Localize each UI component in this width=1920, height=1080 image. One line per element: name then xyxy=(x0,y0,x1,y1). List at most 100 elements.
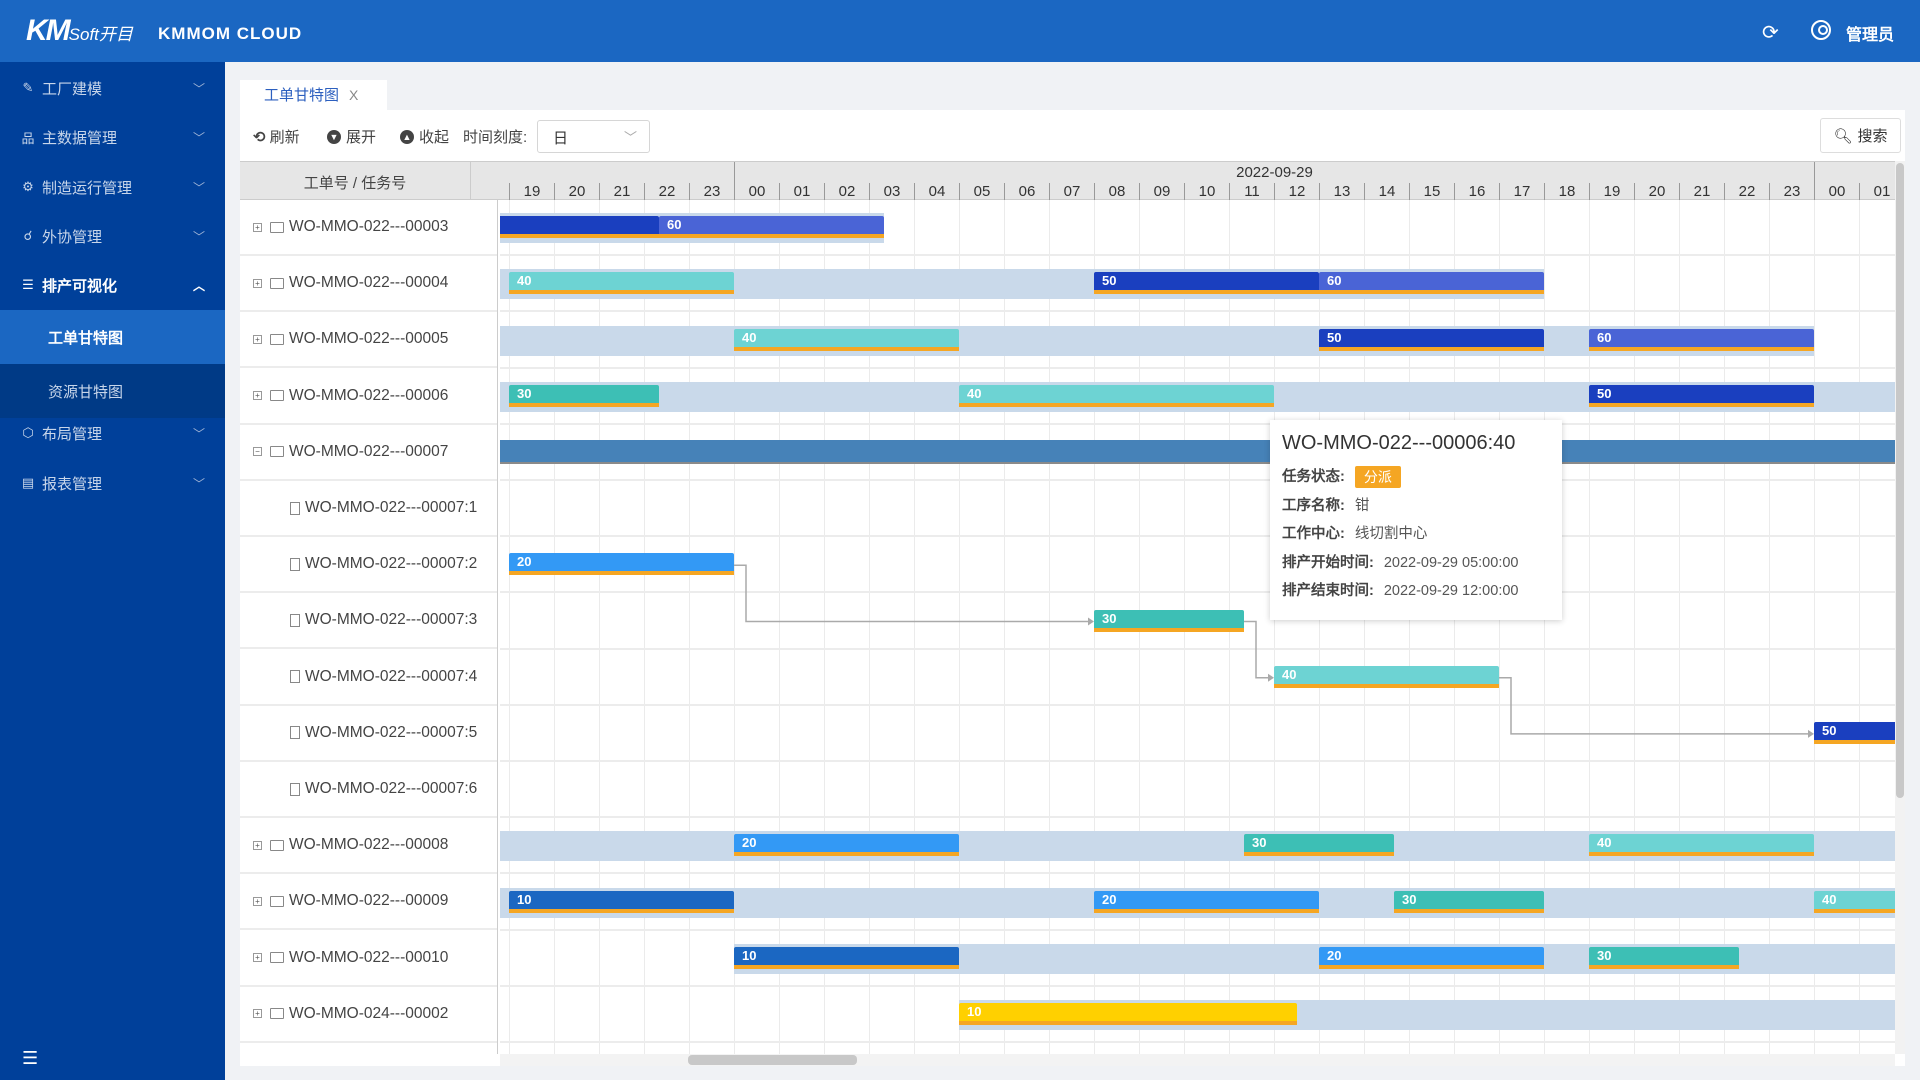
task-bar[interactable]: 10 xyxy=(959,1002,1297,1025)
dependency-link xyxy=(1499,676,1812,735)
task-bar[interactable]: 40 xyxy=(959,384,1274,407)
sidebar-item-layout[interactable]: ⬡ 布局管理 ﹀ xyxy=(0,408,225,458)
table-row[interactable]: + WO-MMO-022---00006 xyxy=(240,369,497,425)
expand-toggle-icon[interactable]: + xyxy=(253,391,262,401)
task-bar[interactable]: 40 xyxy=(1274,665,1499,688)
task-list: + WO-MMO-022---00003 + WO-MMO-022---00004 + W… xyxy=(240,200,498,1054)
task-bar[interactable]: 40 xyxy=(734,328,959,351)
expand-toggle-icon[interactable]: + xyxy=(253,1009,262,1019)
top-bar: KMSoft开目 KMMOM CLOUD ⟳ 管理员 xyxy=(0,0,1920,62)
task-bar[interactable]: 50 xyxy=(1319,328,1544,351)
task-bar[interactable]: 40 xyxy=(1589,834,1814,857)
sidebar-item-outsourcing[interactable]: ☌ 外协管理 ﹀ xyxy=(0,211,225,261)
collapse-toggle-icon[interactable]: − xyxy=(253,447,262,457)
user-name[interactable]: 管理员 xyxy=(1846,27,1895,44)
search-button[interactable]: 🔍︎ 搜索 xyxy=(1820,118,1901,153)
table-row[interactable]: − WO-MMO-022---00007 xyxy=(240,425,497,481)
task-bar[interactable]: 50 xyxy=(1814,721,1895,744)
table-row[interactable]: WO-MMO-022---00007:3 xyxy=(240,593,497,650)
column-header-label: 工单号 / 任务号 xyxy=(303,175,407,192)
search-label: 搜索 xyxy=(1857,128,1888,145)
horizontal-scroll-thumb[interactable] xyxy=(688,1055,857,1065)
table-row[interactable]: WO-MMO-022---00007:6 xyxy=(240,762,497,818)
task-bar[interactable]: 50 xyxy=(1589,384,1814,407)
date-label: 2022-09-29 xyxy=(734,162,1814,183)
table-row[interactable]: WO-MMO-022---00007:1 xyxy=(240,481,497,537)
refresh-icon[interactable]: ⟳ xyxy=(1762,22,1779,44)
user-circle-icon[interactable] xyxy=(1811,20,1831,40)
hour-tick: 01 xyxy=(1859,183,1895,200)
task-bar[interactable]: 40 xyxy=(1814,890,1895,913)
expand-toggle-icon[interactable]: + xyxy=(253,840,262,850)
sidebar-item-master-data[interactable]: 品主数据管理 ﹀ xyxy=(0,112,225,162)
sidebar-item-scheduling-visualization[interactable]: ☰ 排产可视化 ︿ xyxy=(0,260,225,310)
table-row[interactable]: + WO-MMO-022---00010 xyxy=(240,931,497,987)
vertical-scroll-thumb[interactable] xyxy=(1896,163,1904,798)
time-scale-select[interactable]: 日 ﹀ xyxy=(537,120,650,153)
table-row[interactable]: + WO-MMO-022---00003 xyxy=(240,200,497,256)
sidebar-item-label: 主数据管理 xyxy=(42,129,118,147)
status-badge: 分派 xyxy=(1354,466,1401,489)
arrow-head-icon xyxy=(1088,617,1094,626)
expand-toggle-icon[interactable]: + xyxy=(253,334,262,344)
expand-toggle-icon[interactable]: + xyxy=(253,953,262,963)
chevron-up-icon: ︿ xyxy=(192,278,205,293)
hour-tick: 12 xyxy=(1274,183,1319,200)
grid-line xyxy=(1589,200,1590,1054)
gantt-chart: 19 20 21 22 23 00 01 02 03 04 05 06 07 08 09 10 11 12 13 14… xyxy=(500,161,1895,1054)
task-bar[interactable]: 60 xyxy=(1319,272,1544,295)
column-divider[interactable] xyxy=(470,162,471,200)
org-chart-icon: 品 xyxy=(21,130,35,146)
table-row[interactable]: WO-MMO-022---00007:4 xyxy=(240,650,497,706)
task-bar[interactable]: 20 xyxy=(734,834,959,857)
expand-toggle-icon[interactable]: + xyxy=(253,222,262,232)
tab-work-order-gantt[interactable]: 工单甘特图 X xyxy=(240,80,387,110)
chevron-down-icon: ﹀ xyxy=(623,130,637,145)
order-summary-bar[interactable] xyxy=(500,439,1895,464)
grid-line xyxy=(869,200,870,1054)
task-bar[interactable]: 30 xyxy=(509,384,659,407)
task-bar[interactable]: 10 xyxy=(509,890,734,913)
task-bar[interactable]: 20 xyxy=(1094,890,1319,913)
collapse-button[interactable]: ▲ 收起 xyxy=(400,126,449,147)
list-icon: ☰ xyxy=(22,277,34,292)
task-bar[interactable]: 20 xyxy=(1319,946,1544,969)
start-time-value: 2022-09-29 05:00:00 xyxy=(1383,554,1519,571)
refresh-button[interactable]: ⟲ 刷新 xyxy=(253,126,300,147)
expand-toggle-icon[interactable]: + xyxy=(253,896,262,906)
sidebar-item-manufacturing[interactable]: ⚙ 制造运行管理 ﹀ xyxy=(0,162,225,212)
task-bar[interactable]: 50 xyxy=(1094,272,1319,295)
table-row[interactable]: WO-MMO-022---00007:2 xyxy=(240,537,497,594)
task-bar[interactable]: 20 xyxy=(509,553,734,576)
expand-toggle-icon[interactable]: + xyxy=(253,278,262,288)
task-bar[interactable]: 40 xyxy=(509,272,734,295)
task-bar[interactable]: 60 xyxy=(659,216,884,239)
menu-fold-icon[interactable]: ☰ xyxy=(22,1048,39,1068)
table-row[interactable]: + WO-MMO-022---00008 xyxy=(240,818,497,875)
sidebar-subitem-work-order-gantt[interactable]: 工单甘特图 xyxy=(0,310,225,364)
table-row[interactable]: WO-MMO-022---00007:5 xyxy=(240,706,497,762)
sidebar-item-factory-modeling[interactable]: ✎ 工厂建模 ﹀ xyxy=(0,63,225,113)
close-icon[interactable]: X xyxy=(349,87,359,103)
table-row[interactable]: + WO-MMO-022---00009 xyxy=(240,874,497,931)
table-row[interactable]: + WO-MMO-024---00002 xyxy=(240,987,497,1043)
row-line xyxy=(500,422,1895,425)
task-bar[interactable]: 30 xyxy=(1244,834,1394,857)
task-bar[interactable]: 30 xyxy=(1394,890,1544,913)
task-bar[interactable]: 30 xyxy=(1094,609,1244,632)
grid-line xyxy=(1724,200,1725,1054)
table-row[interactable]: + WO-MMO-022---00005 xyxy=(240,312,497,369)
end-time-label: 排产结束时间: xyxy=(1282,583,1374,599)
sidebar-subitem-resource-gantt[interactable]: 资源甘特图 xyxy=(0,364,225,418)
sidebar-item-reports[interactable]: ▤ 报表管理 ﹀ xyxy=(0,458,225,508)
table-row[interactable]: + WO-MMO-022---00004 xyxy=(240,256,497,313)
grid-line xyxy=(959,200,960,1054)
task-bar[interactable]: 60 xyxy=(1589,328,1814,351)
sidebar: ✎ 工厂建模 ﹀ 品主数据管理 ﹀ ⚙ 制造运行管理 ﹀ ☌ 外协管理 ﹀ ☰ 排产可视化 ︿ 工… xyxy=(0,62,225,1080)
process-label: 工序名称: xyxy=(1282,497,1345,514)
task-bar[interactable]: 10 xyxy=(734,946,959,969)
expand-button[interactable]: ▼ 展开 xyxy=(327,126,376,147)
file-icon xyxy=(290,782,300,796)
task-bar[interactable]: 30 xyxy=(1589,946,1739,969)
task-bar[interactable] xyxy=(500,216,659,239)
